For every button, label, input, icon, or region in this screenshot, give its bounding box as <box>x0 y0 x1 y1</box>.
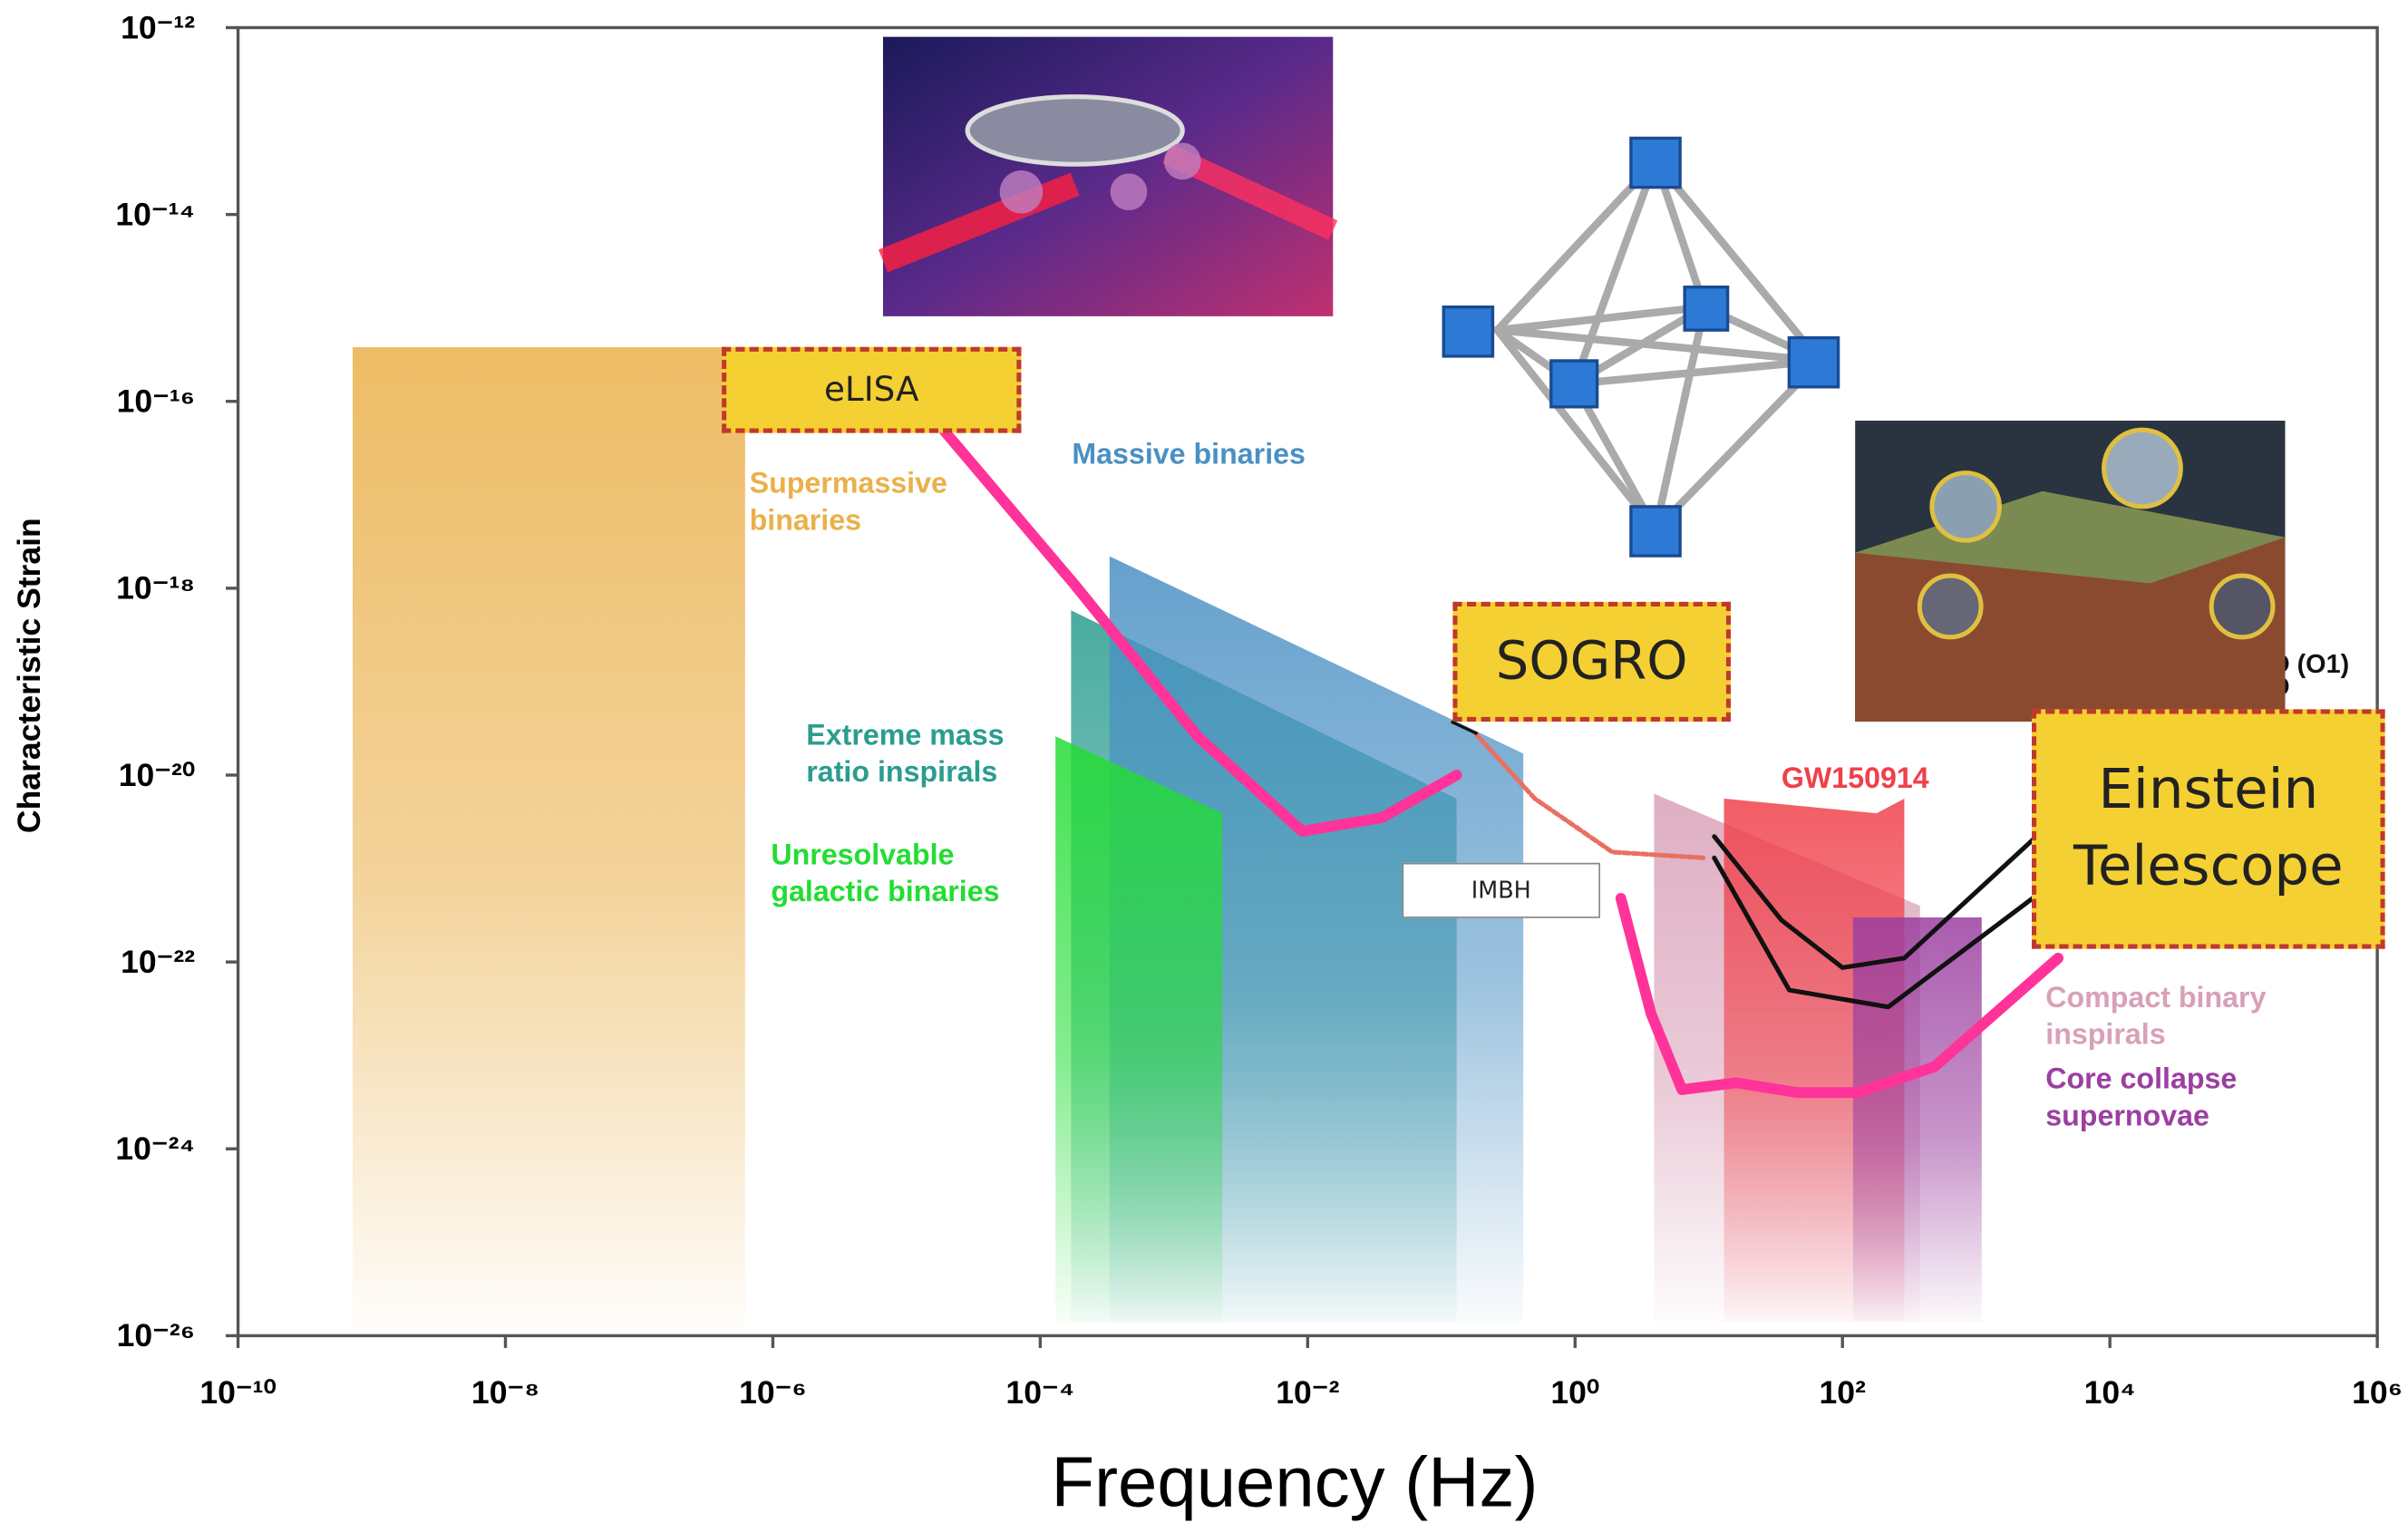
y-tick-label: 10⁻²² <box>121 944 195 980</box>
region-label: Compact binary inspirals <box>2045 981 2337 1054</box>
x-tick-label: 10² <box>1820 1374 1867 1411</box>
x-tick-label: 10⁰ <box>1550 1374 1599 1411</box>
region <box>353 347 745 1328</box>
sogro-image <box>1443 138 1838 556</box>
region <box>1055 736 1222 1322</box>
x-axis-title: Frequency (Hz) <box>1051 1441 1538 1523</box>
y-tick-label: 10⁻¹⁴ <box>115 196 195 232</box>
region <box>1853 917 1982 1322</box>
y-tick-label: 10⁻¹² <box>121 9 195 45</box>
region-label: Supermassive binaries <box>750 467 995 540</box>
region-label: Unresolvable galactic binaries <box>771 839 1063 912</box>
region-label: GW150914 <box>1782 762 1996 799</box>
x-tick-label: 10⁻⁶ <box>739 1374 807 1411</box>
x-tick-label: 10⁻⁸ <box>471 1374 539 1411</box>
y-tick-label: 10⁻²⁶ <box>117 1317 196 1353</box>
y-tick-label: 10⁻²⁴ <box>115 1130 195 1167</box>
et-image <box>1855 421 2285 722</box>
sogro-label: SOGRO <box>1452 602 1731 722</box>
lisa-image <box>883 37 1333 316</box>
x-tick-label: 10⁴ <box>2084 1374 2136 1411</box>
x-tick-label: 10⁻⁴ <box>1005 1374 1074 1411</box>
y-tick-label: 10⁻²⁰ <box>119 757 195 793</box>
region-label: Massive binaries <box>1072 438 1410 475</box>
y-axis-title: Characteristic Strain <box>13 518 50 833</box>
y-tick-label: 10⁻¹⁸ <box>116 570 195 606</box>
figure: 10⁻¹² 10⁻¹⁴ 10⁻¹⁶ 10⁻¹⁸ 10⁻²⁰ 10⁻²² 10⁻²⁴ 10⁻²⁶… <box>0 0 2408 1523</box>
y-tick-label: 10⁻¹⁶ <box>117 383 196 420</box>
x-tick-label: 10⁻² <box>1276 1374 1339 1411</box>
x-tick-label: 10⁶ <box>2352 1374 2403 1411</box>
et-label: Einstein Telescope <box>2032 709 2385 948</box>
imbh-label: IMBH <box>1403 863 1601 918</box>
region-label: Extreme mass ratio inspirals <box>806 719 1067 792</box>
region-label: Core collapse supernovae <box>2045 1062 2337 1136</box>
x-tick-label: 10⁻¹⁰ <box>199 1374 276 1411</box>
elisa-label: eLISA <box>722 347 1021 433</box>
